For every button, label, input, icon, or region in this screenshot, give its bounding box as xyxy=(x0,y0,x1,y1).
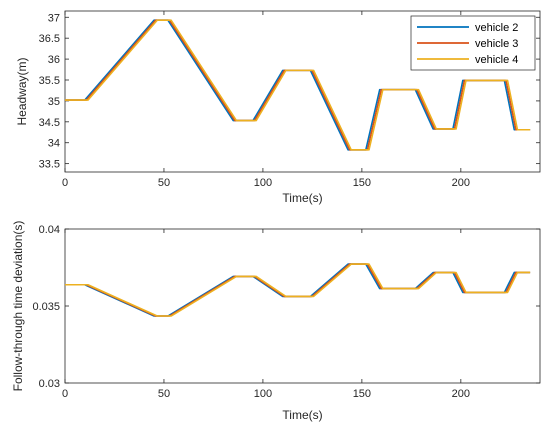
x-axis-label: Time(s) xyxy=(282,408,322,422)
headway-chart: 0 50 100 150 200 33.5 34 34.5 35 35.5 36 36.5 37 Time… xyxy=(15,10,541,205)
y-tick-label: 0.035 xyxy=(32,301,60,313)
x-tick-label: 100 xyxy=(254,177,272,189)
series-line-vehicle-4 xyxy=(65,263,531,317)
y-tick-label: 37 xyxy=(48,12,60,24)
x-tick-label: 100 xyxy=(254,388,272,400)
y-axis-label: Headway(m) xyxy=(15,57,29,125)
y-tick-label: 36 xyxy=(48,54,60,66)
legend-label: vehicle 4 xyxy=(475,54,518,66)
x-tick-label: 0 xyxy=(62,388,68,400)
y-tick-label: 34 xyxy=(48,138,60,150)
x-tick-label: 200 xyxy=(452,388,470,400)
y-tick-label: 0.03 xyxy=(39,378,60,390)
legend-label: vehicle 3 xyxy=(475,38,518,50)
y-axis-label: Follow-through time deviation(s) xyxy=(11,221,25,392)
legend: vehicle 2 vehicle 3 vehicle 4 xyxy=(410,15,536,71)
legend-label: vehicle 2 xyxy=(475,22,518,34)
y-tick-label: 0.04 xyxy=(39,224,60,236)
x-tick-label: 50 xyxy=(158,388,170,400)
y-tick-label: 35.5 xyxy=(39,75,60,87)
y-tick-label: 34.5 xyxy=(39,117,60,129)
series-group xyxy=(65,19,531,151)
x-tick-label: 200 xyxy=(452,177,470,189)
series-line-vehicle-4 xyxy=(65,19,531,151)
plot-area xyxy=(64,228,541,384)
y-tick-label: 35 xyxy=(48,96,60,108)
x-axis-label: Time(s) xyxy=(282,191,322,205)
series-group xyxy=(65,263,531,317)
x-tick-label: 50 xyxy=(158,177,170,189)
x-tick-label: 0 xyxy=(62,177,68,189)
follow-through-deviation-chart: 0 50 100 150 200 0.03 0.035 0.04 Time(s) Follow-t… xyxy=(11,221,541,422)
y-tick-label: 36.5 xyxy=(39,33,60,45)
x-tick-label: 150 xyxy=(353,177,371,189)
y-tick-label: 33.5 xyxy=(39,159,60,171)
x-tick-label: 150 xyxy=(353,388,371,400)
